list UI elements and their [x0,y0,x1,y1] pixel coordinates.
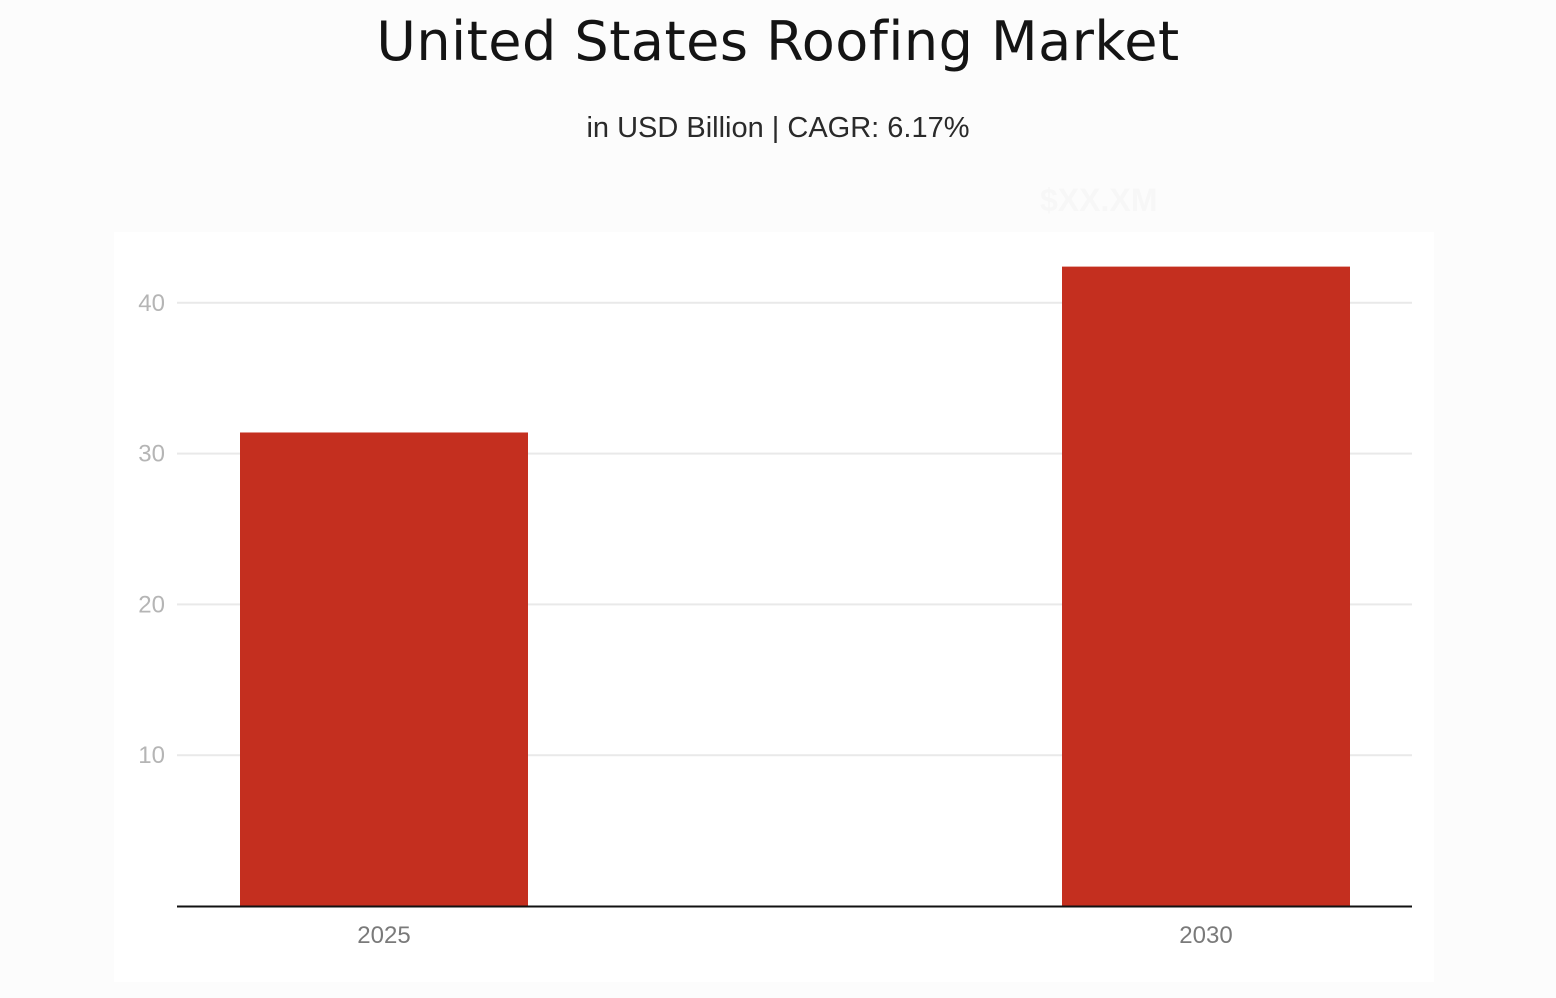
bar-2030 [1062,266,1350,906]
x-tick-label-2025: 2025 [357,922,410,949]
y-tick-label-40: 40 [138,290,165,317]
y-tick-label-10: 10 [138,742,165,769]
chart-subtitle: in USD Billion | CAGR: 6.17% [586,112,970,144]
y-tick-label-20: 20 [138,591,165,618]
chart-title: United States Roofing Market [376,10,1180,73]
x-tick-label-2030: 2030 [1179,922,1232,949]
bar-2025 [240,432,528,906]
value-watermark: $XX.XM [1040,182,1158,218]
y-tick-label-30: 30 [138,441,165,468]
